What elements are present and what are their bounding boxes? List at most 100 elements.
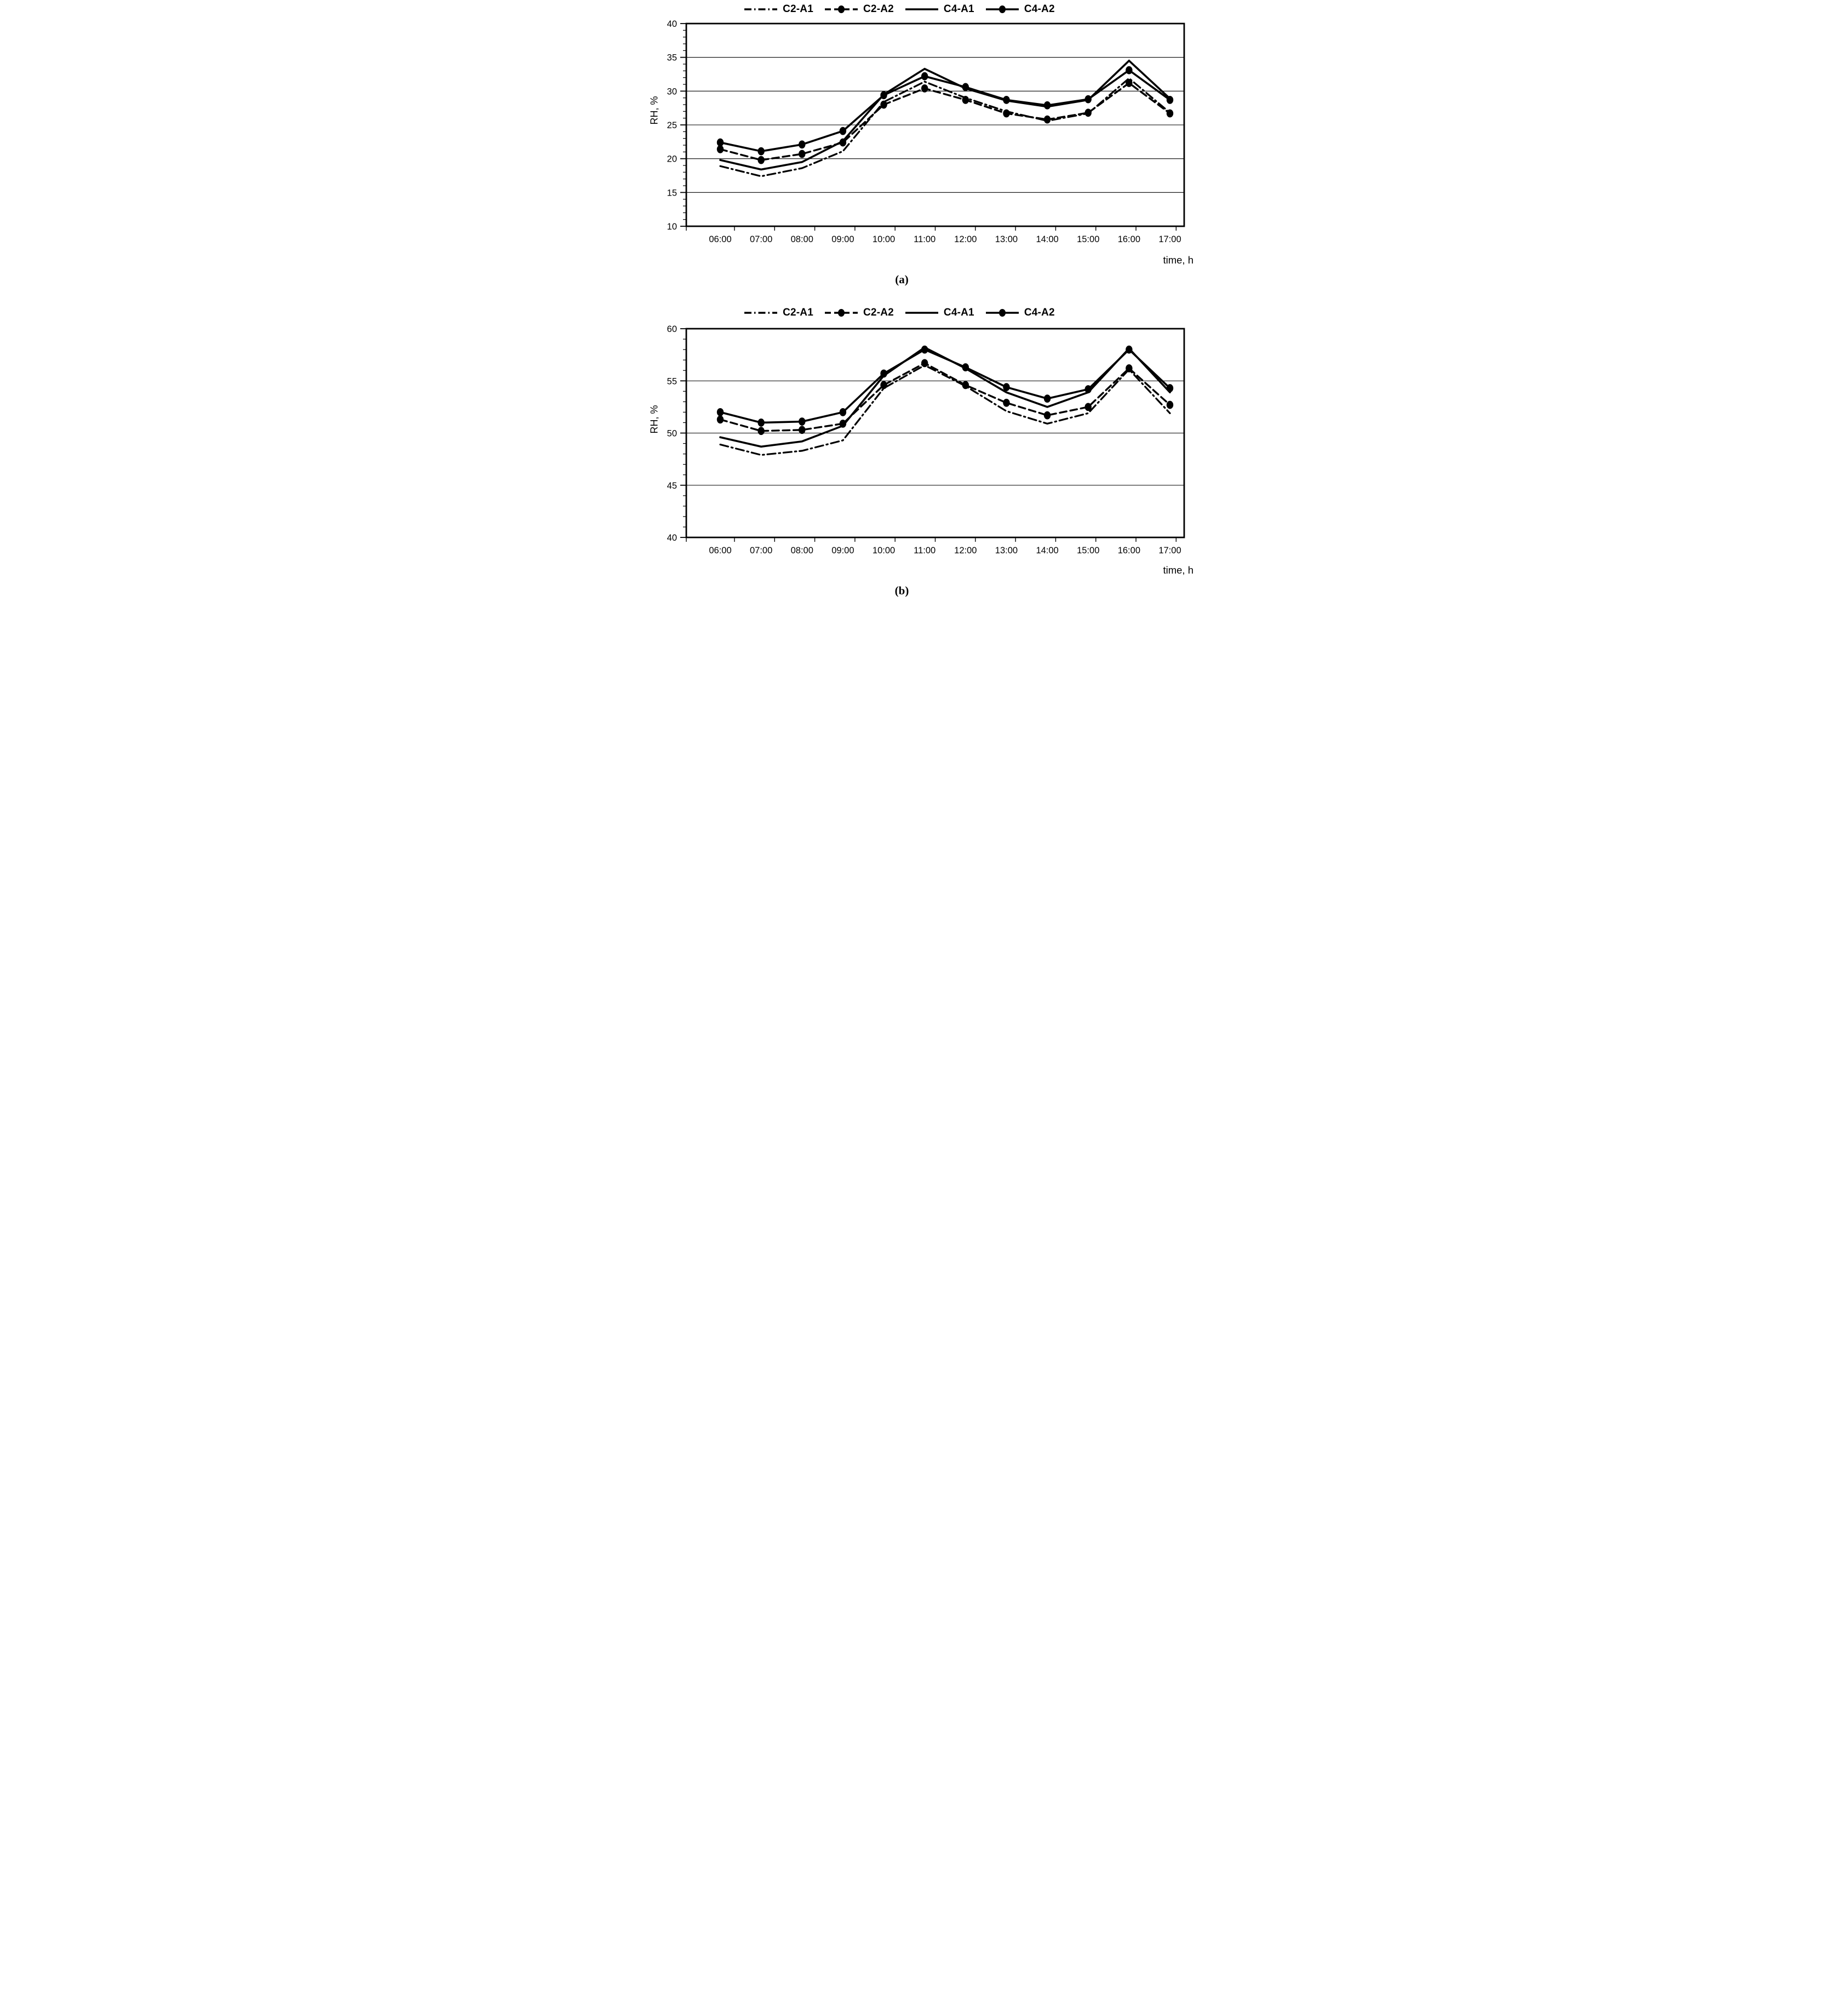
data-point-marker bbox=[1084, 385, 1092, 393]
legend-item-c2a1: C2-A1 bbox=[744, 307, 813, 319]
chart-b-legend: C2-A1 C2-A2 C4-A1 C4-A2 bbox=[744, 307, 1055, 319]
svg-text:15:00: 15:00 bbox=[1077, 234, 1099, 244]
legend-label: C2-A2 bbox=[863, 307, 894, 318]
data-point-marker bbox=[1003, 109, 1010, 118]
series-C2-A1 bbox=[719, 77, 1171, 177]
data-point-marker bbox=[962, 83, 969, 91]
svg-text:08:00: 08:00 bbox=[791, 234, 813, 244]
figure-rh-two-panel: C2-A1 C2-A2 C4-A1 C4-A2 RH, % 10 15 20 25 30… bbox=[647, 0, 1201, 605]
data-point-marker bbox=[716, 408, 724, 416]
data-point-marker bbox=[1166, 384, 1174, 392]
x-axis-ticks bbox=[686, 537, 1177, 542]
chart-a: C2-A1 C2-A2 C4-A1 C4-A2 RH, % 10 15 20 25 30… bbox=[647, 0, 1201, 301]
legend-label: C2-A1 bbox=[783, 3, 813, 15]
data-point-marker bbox=[716, 415, 724, 424]
solid-marker-line-icon bbox=[985, 5, 1019, 13]
chart-b-caption: (b) bbox=[894, 584, 909, 597]
solid-line-icon bbox=[905, 312, 938, 314]
svg-text:08:00: 08:00 bbox=[791, 546, 813, 555]
data-point-marker bbox=[880, 100, 887, 109]
chart-a-caption: (a) bbox=[895, 273, 909, 286]
svg-text:07:00: 07:00 bbox=[750, 546, 772, 555]
data-point-marker bbox=[757, 156, 765, 164]
svg-text:10: 10 bbox=[667, 222, 677, 232]
x-axis-ticks bbox=[686, 226, 1177, 231]
svg-text:09:00: 09:00 bbox=[831, 234, 854, 244]
svg-text:20: 20 bbox=[667, 154, 677, 164]
svg-text:40: 40 bbox=[667, 19, 677, 29]
data-point-marker bbox=[962, 95, 969, 104]
y-tick-labels: 40 45 50 55 60 bbox=[667, 324, 677, 543]
data-point-marker bbox=[1084, 403, 1092, 411]
data-point-marker bbox=[1084, 95, 1092, 104]
data-point-marker bbox=[1166, 109, 1174, 118]
svg-text:12:00: 12:00 bbox=[954, 234, 977, 244]
data-point-marker bbox=[1126, 79, 1133, 87]
series-C4-A2 bbox=[716, 345, 1174, 427]
data-point-marker bbox=[799, 426, 806, 434]
svg-text:14:00: 14:00 bbox=[1036, 546, 1058, 555]
dashed-marker-line-icon bbox=[825, 309, 858, 317]
data-point-marker bbox=[1043, 411, 1051, 420]
svg-text:11:00: 11:00 bbox=[914, 234, 936, 244]
dashdot-line-icon bbox=[744, 312, 778, 314]
data-point-marker bbox=[1166, 400, 1174, 409]
svg-text:17:00: 17:00 bbox=[1158, 546, 1181, 555]
y-axis-ticks bbox=[680, 328, 686, 538]
svg-text:13:00: 13:00 bbox=[995, 234, 1018, 244]
legend-item-c4a2: C4-A2 bbox=[985, 3, 1055, 15]
svg-text:40: 40 bbox=[667, 533, 677, 543]
solid-line-icon bbox=[905, 8, 938, 10]
svg-text:60: 60 bbox=[667, 324, 677, 334]
legend-label: C2-A1 bbox=[783, 307, 813, 318]
chart-a-plot: 10 15 20 25 30 35 40 06:00 07:00 08:00 09:00 10:00 1… bbox=[667, 19, 1185, 244]
legend-item-c4a1: C4-A1 bbox=[905, 307, 974, 319]
data-point-marker bbox=[1126, 345, 1133, 354]
svg-text:55: 55 bbox=[667, 376, 677, 386]
chart-b-x-axis-title: time, h bbox=[1163, 564, 1193, 576]
y-gridlines bbox=[686, 57, 1184, 193]
svg-text:10:00: 10:00 bbox=[873, 234, 895, 244]
data-point-marker bbox=[839, 408, 847, 416]
series-C2-A2 bbox=[716, 359, 1174, 436]
svg-text:06:00: 06:00 bbox=[709, 546, 731, 555]
legend-item-c2a1: C2-A1 bbox=[744, 3, 813, 15]
data-point-marker bbox=[757, 427, 765, 436]
svg-text:25: 25 bbox=[667, 121, 677, 130]
svg-text:12:00: 12:00 bbox=[954, 546, 977, 555]
svg-text:11:00: 11:00 bbox=[914, 546, 936, 555]
svg-text:16:00: 16:00 bbox=[1118, 234, 1140, 244]
svg-text:06:00: 06:00 bbox=[709, 234, 731, 244]
data-point-marker bbox=[962, 381, 969, 390]
data-point-marker bbox=[880, 381, 887, 390]
data-point-marker bbox=[757, 147, 765, 156]
legend-item-c4a1: C4-A1 bbox=[905, 3, 974, 15]
svg-text:10:00: 10:00 bbox=[873, 546, 895, 555]
dashed-marker-line-icon bbox=[825, 5, 858, 13]
legend-label: C2-A2 bbox=[863, 3, 894, 15]
legend-label: C4-A1 bbox=[943, 307, 974, 318]
x-tick-labels: 06:00 07:00 08:00 09:00 10:00 11:00 12:00 13:00… bbox=[709, 234, 1181, 244]
legend-label: C4-A2 bbox=[1024, 307, 1055, 318]
data-point-marker bbox=[1166, 95, 1174, 104]
series-C2-A2 bbox=[716, 79, 1174, 164]
chart-b-plot: 40 45 50 55 60 06:00 07:00 08:00 09:00 10:00 11:00… bbox=[667, 324, 1185, 555]
legend-item-c2a2: C2-A2 bbox=[824, 3, 894, 15]
data-point-marker bbox=[716, 138, 724, 147]
data-point-marker bbox=[921, 84, 928, 93]
series-C2-A1 bbox=[719, 364, 1171, 456]
svg-text:14:00: 14:00 bbox=[1036, 234, 1058, 244]
series-C4-A1 bbox=[719, 59, 1171, 171]
svg-text:15:00: 15:00 bbox=[1077, 546, 1099, 555]
data-point-marker bbox=[921, 345, 928, 354]
svg-text:09:00: 09:00 bbox=[831, 546, 854, 555]
legend-item-c4a2: C4-A2 bbox=[985, 307, 1055, 319]
y-axis-ticks bbox=[680, 23, 686, 227]
data-point-marker bbox=[1126, 66, 1133, 75]
data-point-marker bbox=[1043, 115, 1051, 124]
data-point-marker bbox=[757, 419, 765, 427]
legend-label: C4-A1 bbox=[943, 3, 974, 15]
data-point-marker bbox=[1003, 95, 1010, 104]
y-gridlines bbox=[686, 380, 1184, 486]
chart-b: C2-A1 C2-A2 C4-A1 C4-A2 RH, % 40 45 50 55 60… bbox=[647, 303, 1201, 605]
